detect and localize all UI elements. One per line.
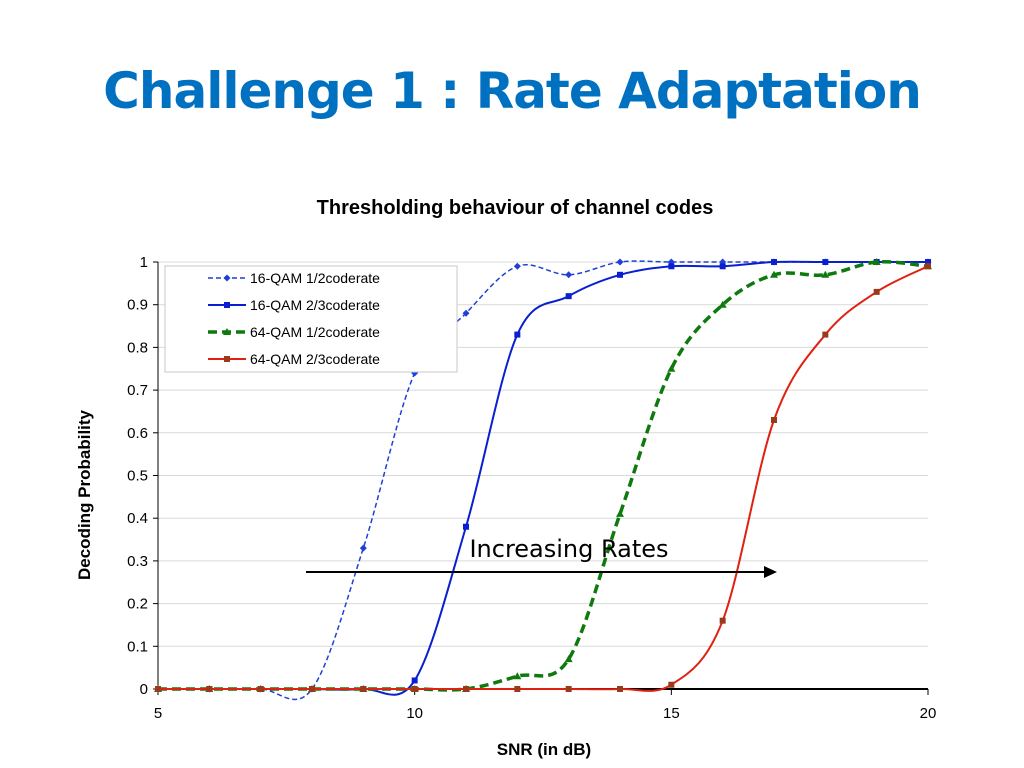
data-point (411, 686, 418, 692)
annotation-arrow-head (764, 566, 777, 578)
increasing-rates-annotation: Increasing Rates (306, 535, 777, 578)
x-tick-label: 10 (406, 705, 423, 722)
series-line (158, 260, 928, 701)
data-point (564, 655, 573, 663)
data-point (155, 686, 161, 692)
data-point (617, 686, 623, 692)
data-point (822, 259, 829, 265)
x-tick-label: 15 (663, 705, 680, 722)
data-point (565, 686, 572, 692)
y-tick-label: 0.9 (127, 297, 148, 314)
data-point (462, 309, 470, 317)
data-point (668, 263, 675, 270)
data-point (719, 617, 726, 624)
legend-box (164, 265, 458, 373)
data-point (668, 681, 675, 688)
y-tick-label: 0.3 (127, 553, 148, 570)
legend-swatch-marker (223, 328, 231, 335)
legend-label: 16-QAM 2/3coderate (250, 297, 380, 313)
data-point (360, 686, 367, 692)
chart-title: Thresholding behaviour of channel codes (317, 197, 714, 219)
data-point (925, 259, 931, 265)
data-point (821, 270, 830, 278)
legend-label: 64-QAM 2/3coderate (250, 351, 380, 367)
legend-label: 16-QAM 1/2coderate (250, 270, 380, 286)
data-point (514, 331, 521, 338)
y-tick-label: 1 (140, 254, 148, 271)
data-point (513, 262, 521, 270)
data-point (873, 288, 880, 295)
data-point (463, 523, 469, 530)
series-line (158, 265, 929, 692)
data-point (616, 258, 624, 266)
data-point (925, 263, 931, 270)
data-point (257, 686, 264, 692)
legend-swatch-marker (224, 302, 230, 308)
x-tick-label: 20 (920, 705, 937, 722)
y-tick-label: 0.4 (127, 510, 148, 527)
series-4 (155, 263, 931, 692)
y-tick-label: 0.1 (127, 638, 148, 655)
legend: 16-QAM 1/2coderate 16-QAM 2/3coderate 64-Q… (164, 265, 458, 373)
x-tick-label: 5 (154, 705, 162, 722)
legend-swatch-marker (223, 274, 231, 282)
data-point (309, 686, 315, 692)
legend-label: 64-QAM 1/2coderate (250, 324, 380, 340)
data-point (718, 300, 727, 308)
legend-swatch-marker (224, 356, 230, 362)
data-point (617, 271, 623, 278)
data-point (513, 672, 522, 680)
y-tick-label: 0.8 (127, 339, 148, 356)
x-axis-label: SNR (in dB) (497, 740, 591, 759)
data-point (463, 686, 469, 692)
y-tick-label: 0.2 (127, 596, 148, 613)
data-point (359, 544, 367, 552)
data-point (411, 677, 418, 684)
series-lines (154, 258, 932, 701)
data-point (565, 293, 572, 300)
data-point (822, 331, 829, 338)
data-point (514, 686, 521, 692)
y-tick-label: 0 (140, 681, 148, 698)
slide-title: Challenge 1 : Rate Adaptation (103, 62, 922, 120)
data-point (771, 259, 777, 265)
data-point (206, 686, 213, 692)
y-tick-label: 0.5 (127, 468, 148, 485)
data-point (616, 509, 624, 517)
data-point (667, 364, 676, 372)
y-tick-label: 0.6 (127, 425, 148, 442)
data-point (771, 416, 777, 423)
data-point (719, 263, 726, 270)
data-point (770, 270, 778, 278)
y-tick-label: 0.7 (127, 382, 148, 399)
y-axis-label: Decoding Probability (75, 409, 94, 580)
data-point (565, 271, 573, 279)
annotation-text: Increasing Rates (469, 535, 668, 563)
data-point (872, 258, 881, 265)
